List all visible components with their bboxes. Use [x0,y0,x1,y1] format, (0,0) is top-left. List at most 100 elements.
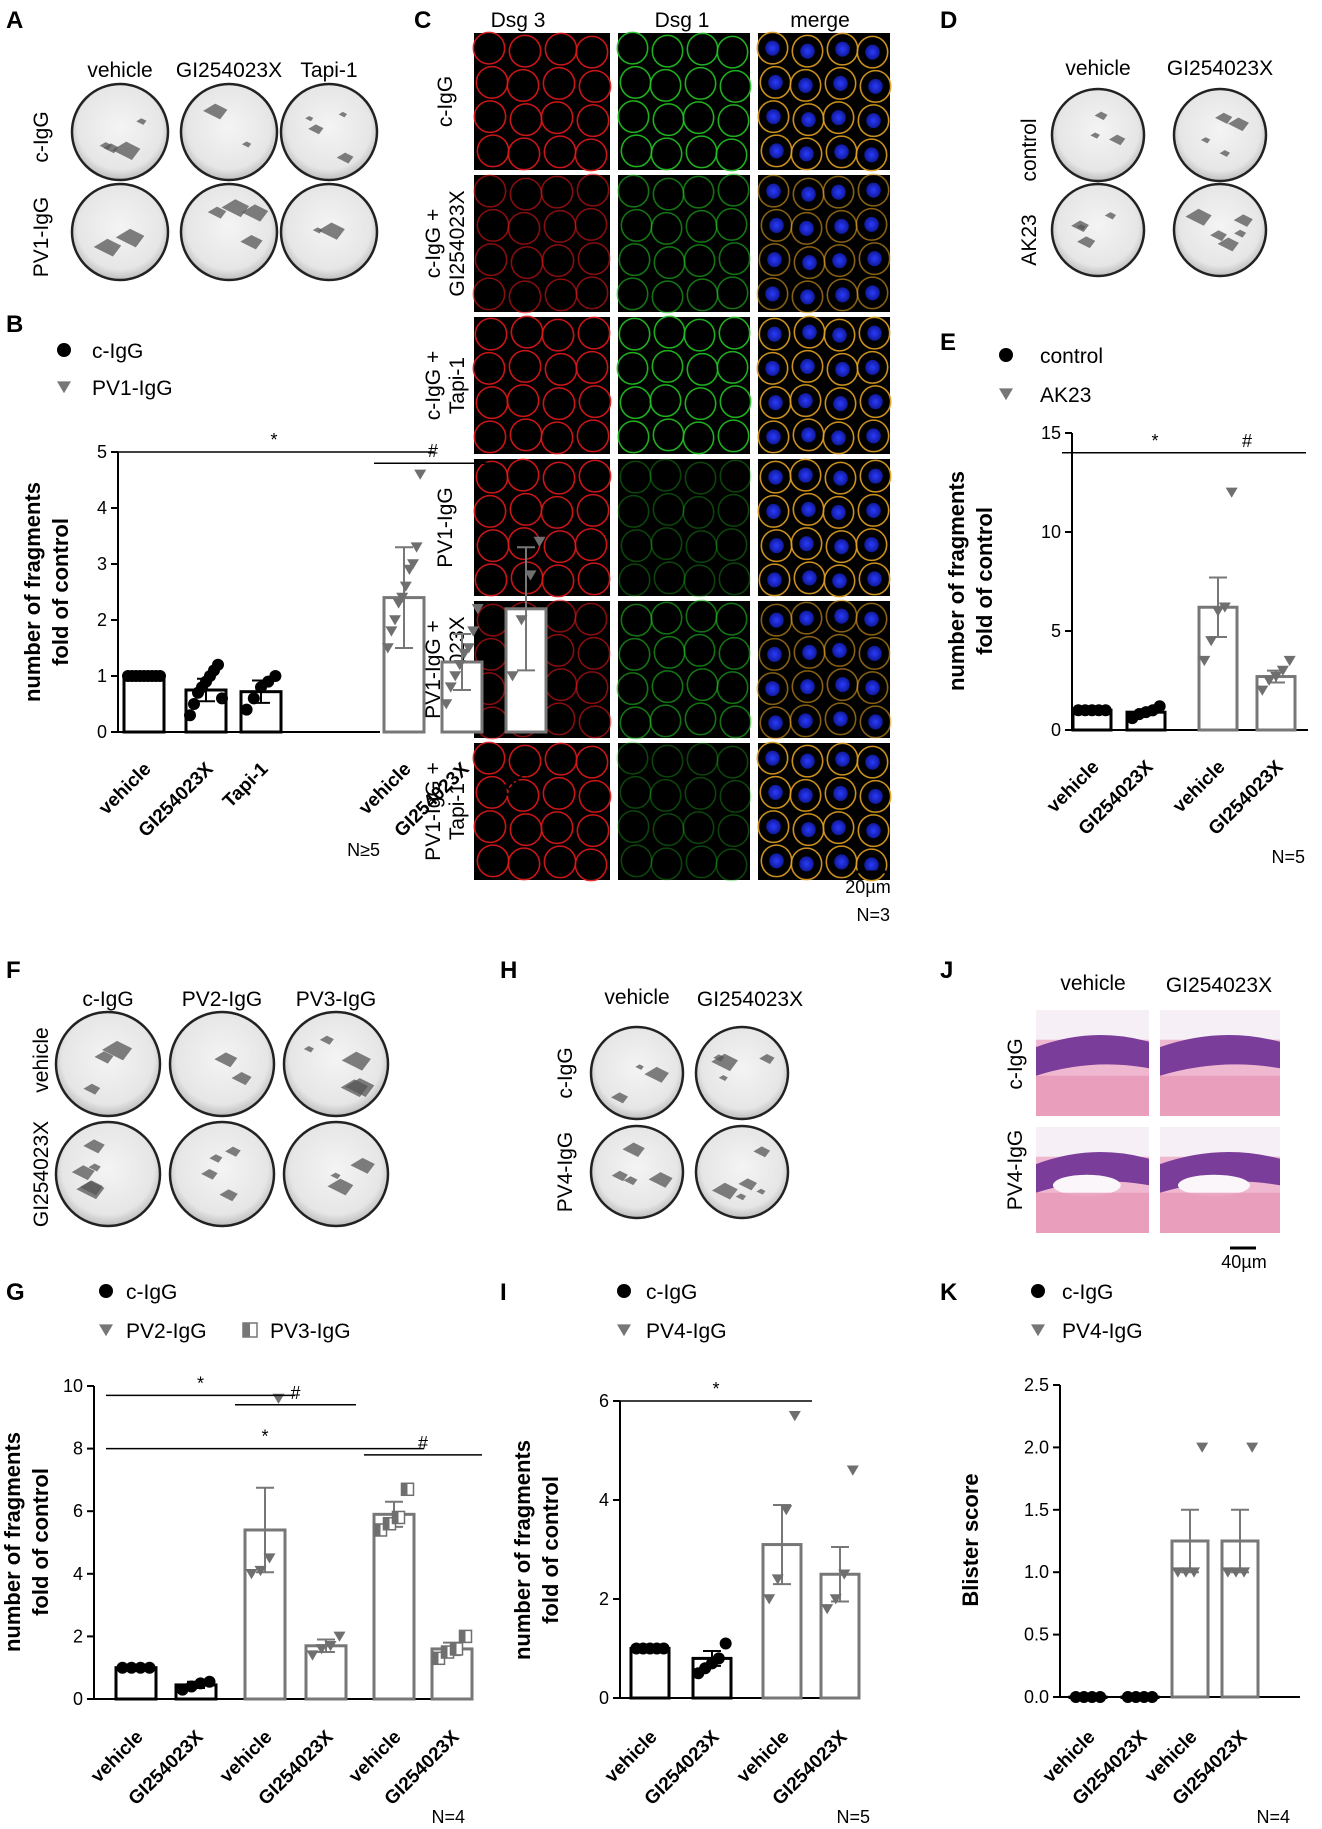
culture-well-image [694,1025,790,1121]
panel-letter-G: G [6,1279,25,1306]
culture-well-image [282,1120,390,1228]
data-point [1238,1567,1251,1578]
x-category-label: vehicle [216,1727,276,1787]
y-tick-label: 4 [599,1490,609,1510]
data-point [385,626,398,637]
data-point [203,1675,216,1688]
data-point [315,1644,328,1655]
data-point [396,592,409,603]
legend-label: c-IgG [1062,1281,1113,1304]
panel-letter-K: K [940,1279,958,1306]
data-point [269,670,282,682]
culture-well-image [1050,182,1146,278]
micrograph-image [472,315,612,455]
data-point [1153,700,1166,713]
data-point [99,1284,113,1298]
data-point [1246,1442,1259,1453]
y-tick-label: 2 [73,1626,83,1646]
panel-C-row-label: c-IgG +Tapi-1 [422,351,469,420]
legend-label: AK23 [1040,384,1091,407]
data-point [212,658,224,671]
y-tick-label: 0 [97,722,107,742]
data-point [449,1642,464,1656]
data-point [57,343,71,357]
legend-label: PV4-IgG [1062,1320,1143,1343]
data-point [263,1553,276,1564]
data-point [506,671,519,682]
significance-mark: # [290,1383,300,1403]
significance-mark: # [418,1433,428,1453]
culture-well-image [54,1120,162,1228]
panel-F-col-label: PV3-IgG [296,988,377,1011]
data-point [134,1661,147,1674]
culture-well-image [694,1124,790,1220]
histology-image [1036,1127,1149,1233]
y-axis-label: number of fragments fold of control [510,1440,563,1660]
panel-F-row-label: GI254023X [30,1121,53,1227]
bar [122,674,166,734]
legend-label: control [1040,345,1103,368]
micrograph-image [756,31,892,172]
data-point [999,388,1013,401]
panel-J-col-label: GI254023X [1166,974,1272,997]
data-point [780,1505,793,1516]
y-tick-label: 2 [599,1589,609,1609]
panel-letter-B: B [6,311,23,338]
data-point [407,559,419,570]
data-point [1256,685,1269,696]
scale-bar-label: 40µm [1221,1252,1266,1272]
data-point [389,615,401,626]
y-tick-label: 0.0 [1024,1687,1049,1707]
data-point [154,670,166,682]
culture-well-image [54,1010,162,1118]
data-point [821,1604,834,1615]
panel-A-row-label: c-IgG [30,111,53,162]
micrograph-image [757,458,892,598]
y-tick-label: 1.5 [1024,1500,1049,1520]
y-axis-label: number of fragments fold of control [944,471,997,691]
data-point [254,1565,267,1577]
bar [372,1512,416,1701]
data-point [414,469,427,480]
data-point [1198,655,1211,667]
data-point [838,1569,851,1580]
data-point [440,699,453,710]
y-tick-label: 1 [97,666,107,686]
y-tick-label: 4 [73,1564,83,1584]
bar [243,1528,287,1701]
data-point [1225,487,1238,498]
bar [1255,675,1297,732]
legend-label: c-IgG [92,340,143,363]
data-point [712,1652,725,1665]
data-point [1221,1567,1234,1578]
micrograph-image [756,173,891,314]
bar [629,1647,671,1700]
micrograph-image [756,741,892,882]
data-point [1179,1567,1192,1578]
micrograph-image [616,31,752,172]
significance-mark: # [428,441,438,461]
data-point [333,1631,346,1642]
panel-J-row-label: c-IgG [1004,1038,1027,1089]
legend-label: PV4-IgG [646,1320,727,1343]
y-tick-label: 3 [97,554,107,574]
data-point [524,570,537,581]
y-tick-label: 0 [1051,720,1061,740]
data-point [449,671,462,682]
micrograph-image [756,315,892,455]
data-point [324,1640,337,1652]
data-point [391,1510,406,1525]
culture-well-image [1050,87,1146,183]
panel-C-col-label: merge [790,9,850,32]
data-point [462,643,475,654]
panel-F: c-IgG PV2-IgG PV3-IgG vehicle GI254023X [30,988,390,1228]
y-tick-label: 10 [1041,522,1061,542]
data-point [410,542,423,553]
micrograph-image [472,741,612,882]
n-label: N=5 [836,1807,870,1827]
n-label: N=4 [431,1807,465,1827]
x-category-label: vehicle [95,759,155,819]
